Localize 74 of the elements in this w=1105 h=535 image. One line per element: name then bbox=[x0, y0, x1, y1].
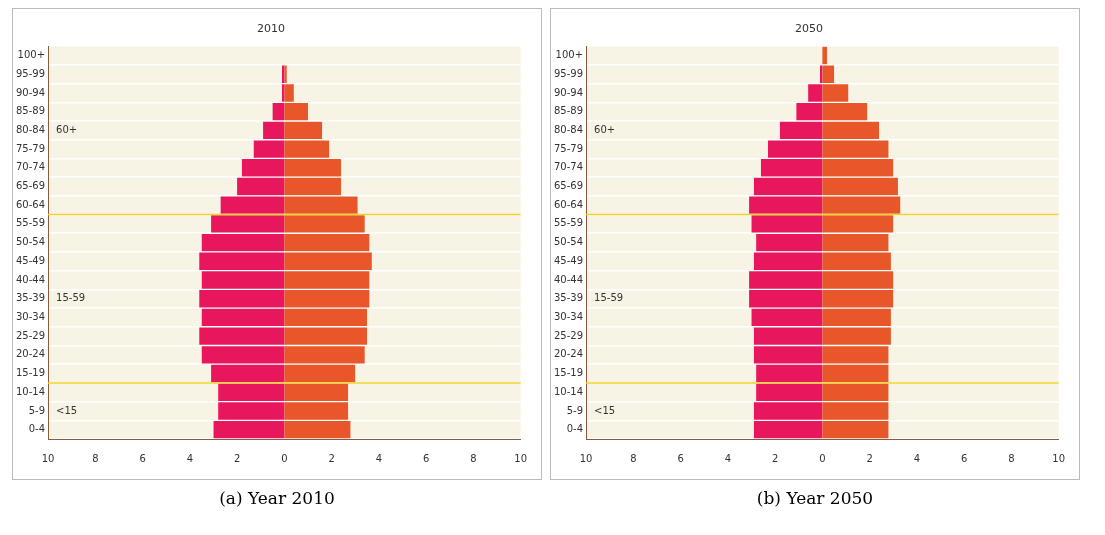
y-tick-label: 85-89 bbox=[554, 105, 584, 117]
y-tick-label: 10-14 bbox=[554, 385, 584, 397]
y-tick-label: 25-29 bbox=[554, 329, 584, 341]
x-tick-label: 6 bbox=[960, 452, 968, 464]
x-tick-label: 0 bbox=[281, 452, 288, 464]
y-tick-label: 80-84 bbox=[554, 123, 584, 135]
x-tick-label: 6 bbox=[677, 452, 684, 464]
y-tick-label: 75-79 bbox=[554, 142, 584, 154]
chart-title: 2050 bbox=[795, 22, 823, 36]
text: (b) Year 2050 bbox=[755, 488, 875, 508]
x-tick-label: 4 bbox=[913, 452, 921, 464]
band-label: <15 bbox=[56, 404, 78, 416]
y-tick-label: 80-84 bbox=[16, 123, 46, 135]
y-tick-label: 60-64 bbox=[554, 198, 584, 210]
y-tick-label: 35-39 bbox=[554, 292, 584, 304]
band-label: 15-59 bbox=[594, 292, 624, 304]
y-tick-label: 30-34 bbox=[554, 311, 584, 323]
x-tick-label: 8 bbox=[470, 452, 477, 464]
y-tick-label: 100+ bbox=[17, 49, 46, 61]
y-tick-label: 35-39 bbox=[16, 292, 46, 304]
x-tick-label: 10 bbox=[579, 452, 593, 464]
x-tick-label: 4 bbox=[724, 452, 732, 464]
y-tick-label: 55-59 bbox=[16, 217, 46, 229]
y-tick-label: 0-4 bbox=[566, 423, 584, 435]
y-tick-label: 90-94 bbox=[16, 86, 46, 98]
x-tick-label: 10 bbox=[41, 452, 55, 464]
y-tick-label: 95-99 bbox=[554, 67, 584, 79]
y-tick-label: 95-99 bbox=[16, 67, 46, 79]
y-tick-label: 45-49 bbox=[16, 254, 46, 266]
band-label: 15-59 bbox=[56, 292, 86, 304]
y-tick-label: 5-9 bbox=[28, 404, 46, 416]
y-tick-label: 5-9 bbox=[566, 404, 584, 416]
x-tick-label: 8 bbox=[92, 452, 99, 464]
text: (a) Year 2010 bbox=[218, 488, 336, 508]
y-tick-label: 40-44 bbox=[16, 273, 46, 285]
x-tick-label: 4 bbox=[186, 452, 194, 464]
x-tick-label: 8 bbox=[630, 452, 637, 464]
y-tick-label: 15-19 bbox=[554, 367, 584, 379]
y-tick-label: 20-24 bbox=[554, 348, 584, 360]
x-tick-label: 4 bbox=[375, 452, 383, 464]
band-label: 60+ bbox=[56, 123, 78, 135]
x-tick-label: 2 bbox=[233, 452, 241, 464]
y-tick-label: 30-34 bbox=[16, 311, 46, 323]
y-tick-label: 45-49 bbox=[554, 254, 584, 266]
band-label: <15 bbox=[594, 404, 616, 416]
x-tick-label: 6 bbox=[422, 452, 430, 464]
y-tick-label: 40-44 bbox=[554, 273, 584, 285]
y-tick-label: 10-14 bbox=[16, 385, 46, 397]
y-tick-label: 90-94 bbox=[554, 86, 584, 98]
y-tick-label: 85-89 bbox=[16, 105, 46, 117]
x-tick-label: 8 bbox=[1008, 452, 1015, 464]
y-tick-label: 60-64 bbox=[16, 198, 46, 210]
y-tick-label: 20-24 bbox=[16, 348, 46, 360]
y-tick-label: 50-54 bbox=[16, 236, 46, 248]
x-tick-label: 2 bbox=[771, 452, 779, 464]
y-tick-label: 75-79 bbox=[16, 142, 46, 154]
x-tick-label: 2 bbox=[866, 452, 873, 464]
chart-title: 2010 bbox=[257, 22, 285, 36]
y-tick-label: 100+ bbox=[555, 49, 584, 61]
y-tick-label: 65-69 bbox=[554, 180, 584, 192]
x-tick-label: 2 bbox=[328, 452, 335, 464]
y-tick-label: 50-54 bbox=[554, 236, 584, 248]
x-tick-label: 0 bbox=[819, 452, 826, 464]
x-tick-label: 6 bbox=[139, 452, 146, 464]
y-tick-label: 65-69 bbox=[16, 180, 46, 192]
x-tick-label: 10 bbox=[514, 452, 527, 464]
y-tick-label: 0-4 bbox=[28, 423, 46, 435]
y-tick-label: 70-74 bbox=[554, 161, 584, 173]
y-tick-label: 55-59 bbox=[554, 217, 584, 229]
y-tick-label: 25-29 bbox=[16, 329, 46, 341]
y-tick-label: 70-74 bbox=[16, 161, 46, 173]
band-label: 60+ bbox=[594, 123, 616, 135]
x-tick-label: 10 bbox=[1052, 452, 1065, 464]
y-tick-label: 15-19 bbox=[16, 367, 46, 379]
